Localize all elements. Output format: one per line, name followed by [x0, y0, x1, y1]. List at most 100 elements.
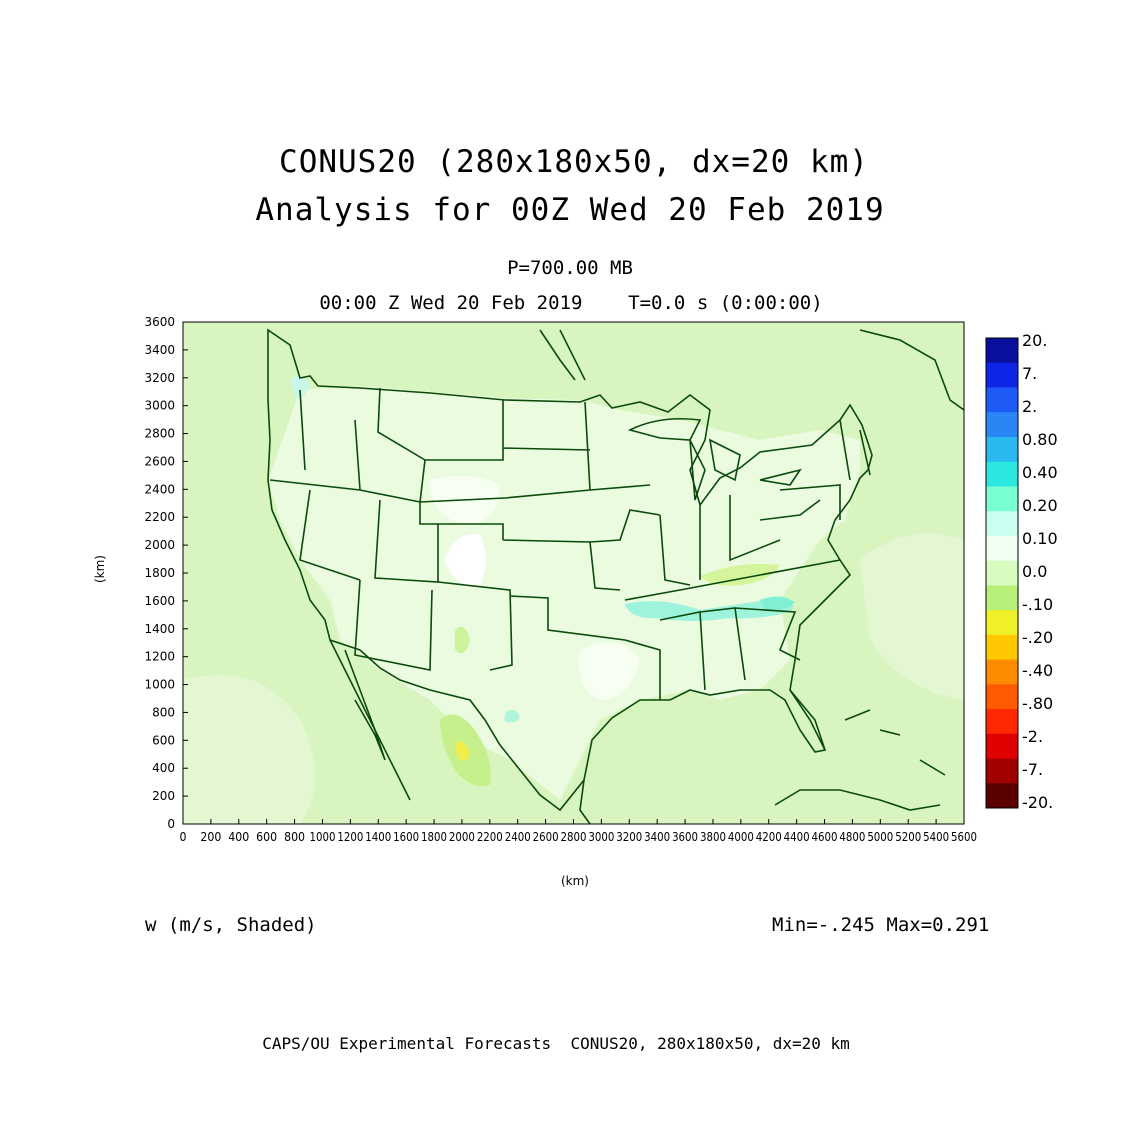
map-title: CONUS20 (280x180x50, dx=20 km) [279, 144, 869, 180]
colorbar-label: -20. [1022, 793, 1053, 812]
colorbar-label: -2. [1022, 727, 1043, 746]
x-tick-label: 5000 [867, 830, 893, 844]
x-tick-label: 1800 [421, 830, 447, 844]
cuba [774, 789, 941, 811]
bahamas [844, 709, 946, 776]
y-tick-label: 3600 [144, 315, 175, 329]
colorbar-swatch [986, 659, 1018, 685]
x-tick-label: 3400 [644, 830, 670, 844]
x-tick-label: 400 [228, 830, 249, 844]
y-tick-label: 2000 [144, 538, 175, 552]
colorbar-swatch [986, 412, 1018, 438]
colorbar-swatch [986, 610, 1018, 636]
downdraft-core [455, 741, 470, 761]
y-tick-label: 3000 [144, 399, 175, 413]
x-tick-label: 2200 [477, 830, 503, 844]
mexico-coast [329, 639, 411, 801]
colorbar-swatch [986, 684, 1018, 710]
y-tick-label: 1600 [144, 594, 175, 608]
x-tick-label: 600 [256, 830, 277, 844]
colorbar-label: 2. [1022, 397, 1037, 416]
y-tick-label: 400 [152, 761, 175, 775]
atlantic-band [860, 533, 964, 700]
gulf-coast-mexico [579, 779, 591, 824]
x-axis-ticks: 0 200 400 600 800 1000 1200 1400 1600 1800 2000 220… [180, 819, 977, 844]
canada-north [539, 329, 964, 411]
x-tick-label: 0 [180, 830, 187, 844]
x-tick-label: 2800 [561, 830, 587, 844]
colorbar-label: -.80 [1022, 694, 1053, 713]
map-borders [267, 328, 964, 824]
colorbar-swatch [986, 535, 1018, 562]
x-tick-label: 1400 [365, 830, 391, 844]
state-lines [269, 387, 871, 700]
x-tick-label: 4000 [728, 830, 754, 844]
colorbar-swatch [986, 461, 1018, 487]
baja [344, 649, 386, 761]
map-subtitle: Analysis for 00Z Wed 20 Feb 2019 [255, 192, 885, 228]
colorbar-swatch [986, 758, 1018, 784]
x-tick-label: 4600 [812, 830, 838, 844]
footer-credit: CAPS/OU Experimental Forecasts CONUS20, … [262, 1034, 850, 1053]
y-tick-label: 1000 [144, 678, 175, 692]
colorbar: 20. 7. 2. 0.80 0.40 0.20 0.10 0.0 -.10 -.20 -.40 -.… [985, 331, 1058, 812]
y-tick-label: 2600 [144, 454, 175, 468]
x-tick-label: 1000 [309, 830, 335, 844]
x-tick-label: 4400 [784, 830, 810, 844]
patch-colorado [445, 534, 486, 586]
colorbar-label: -.40 [1022, 661, 1053, 680]
updraft-tennessee [625, 598, 794, 621]
x-tick-label: 5400 [923, 830, 949, 844]
y-tick-label: 3200 [144, 371, 175, 385]
x-tick-label: 2600 [533, 830, 559, 844]
y-tick-label: 800 [152, 705, 175, 719]
downdraft-nm [455, 626, 470, 654]
y-tick-label: 1400 [144, 622, 175, 636]
x-tick-label: 4200 [756, 830, 782, 844]
colorbar-swatch [986, 560, 1018, 586]
y-tick-label: 3400 [144, 343, 175, 357]
x-axis-label: (km) [560, 874, 589, 888]
x-tick-label: 3200 [616, 830, 642, 844]
x-tick-label: 5600 [951, 830, 977, 844]
x-tick-label: 2400 [505, 830, 531, 844]
y-tick-label: 600 [152, 733, 175, 747]
field-label: w (m/s, Shaded) [145, 914, 317, 936]
colorbar-label: 0.80 [1022, 430, 1058, 449]
downdraft-kentucky [700, 563, 780, 586]
updraft-texas [504, 710, 520, 723]
y-tick-label: 1200 [144, 650, 175, 664]
colorbar-label: 20. [1022, 331, 1047, 350]
colorbar-label: 0.20 [1022, 496, 1058, 515]
colorbar-label: -.10 [1022, 595, 1053, 614]
colorbar-swatch [986, 733, 1018, 760]
colorbar-swatch [986, 634, 1018, 661]
colorbar-label: 7. [1022, 364, 1037, 383]
colorbar-swatch [986, 585, 1018, 611]
colorbar-label: -.20 [1022, 628, 1053, 647]
us-outline [267, 328, 873, 812]
great-lakes [627, 417, 802, 501]
patch-texas [579, 642, 640, 700]
updraft-west [290, 376, 310, 399]
y-axis-ticks: 0 200 400 600 800 1000 1200 1400 1600 1800 2000 220… [144, 315, 188, 831]
y-tick-label: 0 [167, 817, 175, 831]
colorbar-swatch [986, 362, 1018, 388]
y-tick-label: 2400 [144, 482, 175, 496]
colorbar-swatch [986, 436, 1018, 463]
x-tick-label: 4800 [839, 830, 865, 844]
x-tick-label: 5200 [895, 830, 921, 844]
x-tick-label: 3800 [700, 830, 726, 844]
x-tick-label: 1600 [393, 830, 419, 844]
colorbar-swatch [986, 387, 1018, 413]
y-axis-label: (km) [93, 554, 108, 584]
colorbar-frame [985, 337, 1019, 809]
colorbar-swatch [986, 783, 1018, 809]
y-tick-label: 2800 [144, 427, 175, 441]
colorbar-label: -7. [1022, 760, 1043, 779]
min-max-readout: Min=-.245 Max=0.291 [772, 914, 990, 936]
colorbar-swatch [986, 338, 1018, 364]
florida [789, 689, 826, 751]
colorbar-swatch [986, 511, 1018, 537]
x-tick-label: 3600 [672, 830, 698, 844]
